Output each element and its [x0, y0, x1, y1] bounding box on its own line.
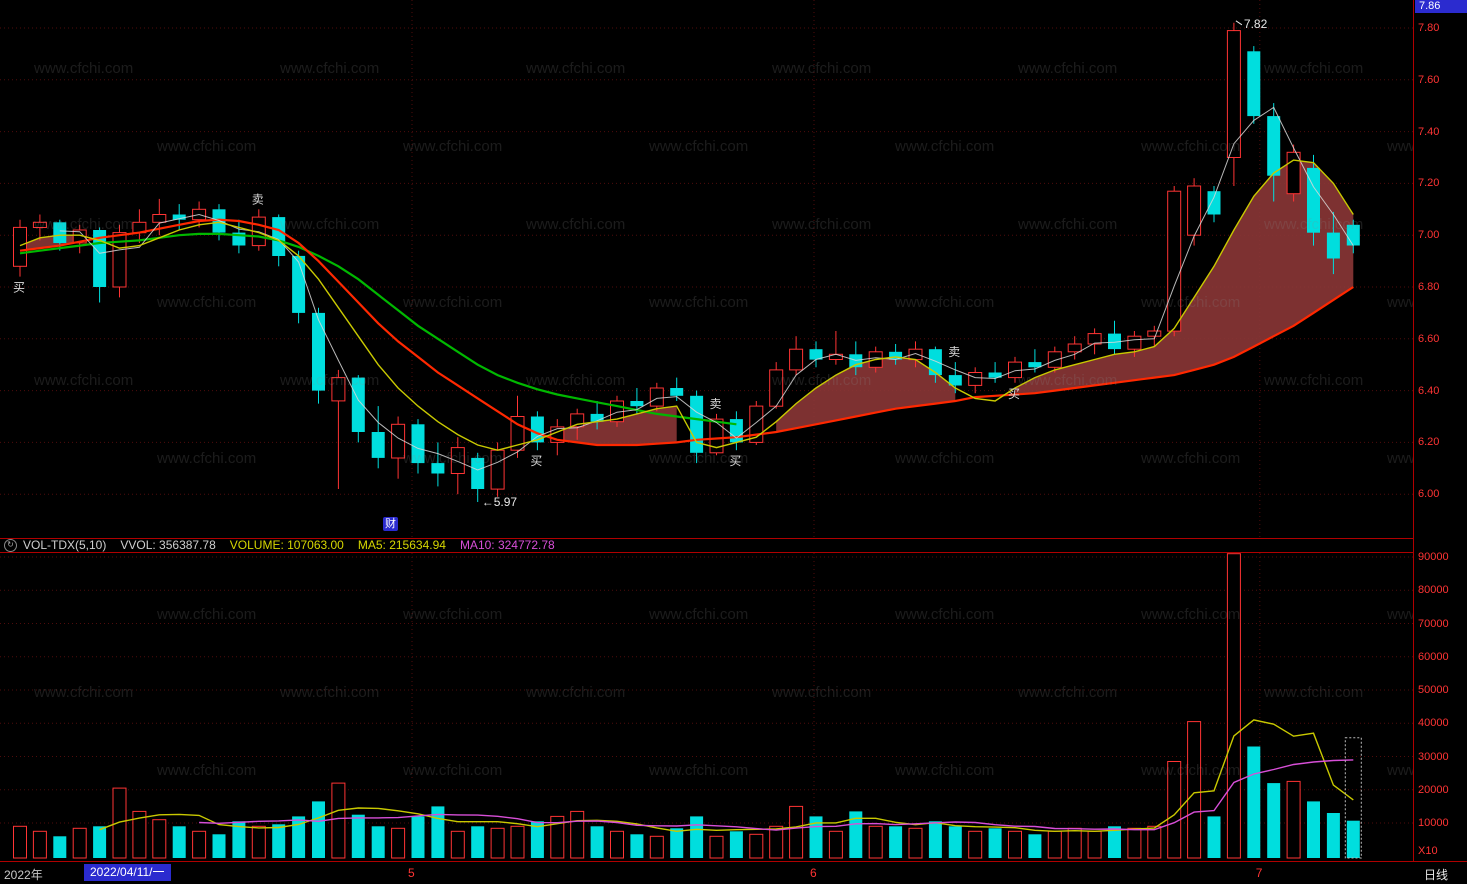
volume-axis-label: 30000 — [1418, 750, 1449, 763]
sell-signal: 卖 — [710, 397, 722, 411]
volume-indicator-bar: ↻ VOL-TDX(5,10) VVOL: 356387.78 VOLUME: … — [0, 538, 1417, 553]
price-axis-label: 7.60 — [1418, 73, 1440, 86]
price-gridlines-layer — [0, 0, 1413, 538]
sell-signal: 卖 — [948, 345, 960, 359]
period-label[interactable]: 日线 — [1424, 868, 1449, 882]
high-price-annotation: 7.82 — [1244, 17, 1268, 31]
price-axis-label: 6.00 — [1418, 488, 1440, 501]
ma-red-line — [19, 218, 1354, 447]
ma-yellow-line — [19, 159, 1354, 451]
buy-signal: 买 — [1008, 387, 1020, 401]
price-axis-label: 6.60 — [1418, 332, 1440, 345]
volume-axis-label: 90000 — [1418, 551, 1449, 563]
year-label: 2022年 — [4, 868, 43, 882]
volume-axis-label: 20000 — [1418, 783, 1449, 796]
ma-band-fill — [20, 160, 1354, 445]
buy-signal: 买 — [13, 281, 25, 295]
volume-chart-canvas[interactable] — [0, 553, 1413, 861]
volume-axis-label: 10000 — [1418, 817, 1449, 829]
ma-white-line — [59, 106, 1354, 471]
month-axis-label: 7 — [1255, 866, 1263, 880]
volume-axis-label: 60000 — [1418, 650, 1449, 663]
finance-badge[interactable]: 财 — [383, 517, 398, 531]
price-axis-label: 7.00 — [1418, 229, 1440, 242]
price-axis-column[interactable]: 7.86 7.80 7.60 7.40 7.20 7.00 6.80 6.60 6.40 6.2… — [1413, 0, 1467, 861]
price-axis-label: 7.20 — [1418, 177, 1440, 190]
month-axis-label: 6 — [810, 866, 817, 880]
vvol-value: VVOL: 356387.78 — [120, 538, 216, 552]
date-box[interactable]: 2022/04/11/一 — [84, 864, 171, 881]
volume-ma5-line — [99, 719, 1354, 833]
indicator-cycle-icon[interactable]: ↻ — [4, 539, 17, 552]
price-axis-label: 6.40 — [1418, 384, 1440, 397]
low-price-annotation: ←5.97 — [482, 495, 518, 509]
vol-ma5-value: MA5: 215634.94 — [357, 538, 446, 552]
volume-bars-layer — [13, 553, 1360, 859]
volume-axis-label: 40000 — [1418, 717, 1449, 730]
volume-axis-label: 70000 — [1418, 617, 1449, 630]
price-axis-label: 7.80 — [1418, 22, 1440, 34]
buy-signal: 买 — [530, 454, 542, 468]
volume-ma10-line — [199, 759, 1354, 831]
annotations-layer: 7.82 ←5.97 — [482, 17, 1268, 509]
volume-cursor-box — [1344, 737, 1362, 859]
volume-axis-label: 50000 — [1418, 684, 1449, 696]
volume-scale-label: X10 — [1418, 845, 1438, 857]
price-axis-label: 7.40 — [1418, 125, 1440, 138]
month-axis-label: 5 — [408, 866, 415, 880]
vol-ma10-value: MA10: 324772.78 — [459, 538, 555, 552]
time-axis-bar[interactable]: 2022年 2022/04/11/一 日线 5 6 7 — [0, 861, 1467, 884]
price-axis-label: 6.80 — [1418, 281, 1440, 293]
buy-signal: 买 — [729, 454, 741, 468]
candles-layer — [13, 22, 1360, 502]
current-price-box: 7.86 — [1415, 0, 1467, 13]
volume-axis-label: 80000 — [1418, 584, 1449, 597]
sell-signal: 卖 — [252, 192, 264, 206]
indicator-name[interactable]: VOL-TDX(5,10) — [23, 538, 107, 552]
volume-value: VOLUME: 107063.00 — [229, 538, 344, 552]
ma-green-line — [19, 232, 737, 426]
price-axis-label: 6.20 — [1418, 436, 1440, 449]
